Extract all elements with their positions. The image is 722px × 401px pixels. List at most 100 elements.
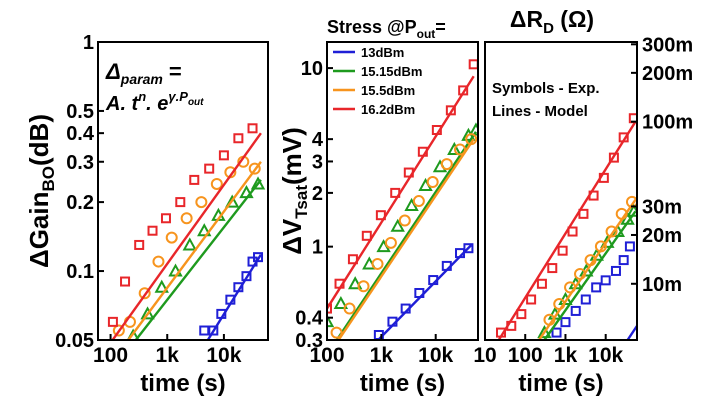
gain-point-15.15dBm: [197, 223, 212, 237]
gain-point-16.2dBm: [147, 225, 158, 236]
vsat-x-tick-label: 100: [309, 344, 344, 367]
gain-y-tick-label: 0.2: [66, 192, 94, 214]
rd-x-tick-label: 1k: [554, 344, 578, 367]
rd-point-15.5dBm: [574, 267, 587, 280]
gain-point-16.2dBm: [189, 174, 200, 185]
rd-point-13dBm: [618, 255, 629, 266]
gain-x-axis-label: time (s): [140, 370, 225, 397]
gain-point-15.15dBm: [239, 185, 254, 199]
svg-text:Symbols - Exp.: Symbols - Exp.: [492, 80, 600, 97]
rd-point-16.2dBm: [526, 294, 537, 305]
vsat-y-axis-label: ΔVTsat(mV): [277, 127, 311, 255]
vsat-point-13dBm: [428, 275, 439, 286]
rd-point-13dBm: [624, 241, 635, 252]
vsat-point-16.2dBm: [403, 167, 414, 178]
gain-y-tick-label: 0.4: [66, 123, 95, 145]
gain-point-15.15dBm: [224, 194, 240, 208]
rd-point-15.5dBm: [543, 313, 556, 326]
rd-point-16.2dBm: [588, 190, 599, 201]
gain-fit-line-13dBm: [206, 253, 262, 340]
vsat-y-tick-label: 3: [312, 151, 323, 173]
rd-point-16.2dBm: [578, 208, 589, 219]
gain-point-15.15dBm: [182, 237, 197, 251]
rd-point-15.5dBm: [594, 240, 607, 253]
rd-fit-line-15.5dBm: [538, 199, 637, 340]
gain-y-tick-label: 1: [83, 32, 94, 54]
svg-text:Δparam =: Δparam =: [105, 59, 182, 87]
gain-point-16.2dBm: [218, 150, 229, 161]
vsat-point-13dBm: [373, 329, 384, 340]
rd-point-16.2dBm: [536, 278, 547, 289]
rd-y-tick-label: 30m: [642, 196, 682, 218]
vsat-point-16.2dBm: [361, 230, 372, 241]
vsat-point-16.2dBm: [334, 278, 345, 289]
rd-point-15.15dBm: [537, 325, 552, 339]
rd-y-tick-label: 100m: [642, 112, 693, 134]
rd-title: ΔRD (Ω): [510, 6, 594, 37]
svg-text:A. tn. eγ.Pout: A. tn. eγ.Pout: [105, 89, 204, 115]
rd-plot-frame: [484, 41, 638, 341]
gain-point-15.5dBm: [152, 255, 165, 268]
vsat-y-tick-label: 0.3: [295, 330, 323, 352]
rd-point-15.5dBm: [564, 281, 577, 294]
gain-point-15.5dBm: [195, 196, 208, 209]
gain-point-13dBm: [225, 294, 236, 305]
legend-label-16.2dBm: 16.2dBm: [361, 102, 415, 117]
gain-data-marks: [107, 123, 266, 340]
gain-x-tick-label: 1k: [156, 344, 180, 367]
rd-point-16.2dBm: [557, 245, 568, 256]
gain-x-tick-label: 100: [93, 344, 128, 367]
rd-point-16.2dBm: [618, 132, 629, 143]
vsat-x-tick-label: 1k: [370, 344, 394, 367]
vsat-axis-ticks: 100 1k 10k 0.30.4 1 2 34 10: [295, 58, 453, 367]
vsat-point-15.5dBm: [343, 302, 356, 315]
gain-point-15.5dBm: [210, 177, 223, 190]
vsat-fit-line-15.5dBm: [337, 138, 475, 340]
vsat-data-marks: [327, 59, 478, 340]
vsat-point-15.15dBm: [347, 276, 363, 290]
rd-symbols-note: Symbols - Exp. Lines - Model: [492, 80, 600, 120]
rd-point-16.2dBm: [516, 309, 527, 320]
gain-point-16.2dBm: [134, 239, 145, 250]
gain-fit-line-15.15dBm: [134, 179, 262, 340]
vsat-point-15.5dBm: [426, 176, 439, 189]
vsat-y-tick-label: 2: [312, 183, 323, 205]
vsat-point-16.2dBm: [458, 85, 469, 96]
rd-point-13dBm: [610, 265, 621, 276]
gain-plot-frame: [97, 41, 269, 341]
gain-x-tick-label: 10k: [206, 344, 241, 367]
vsat-point-15.15dBm: [432, 159, 448, 173]
vsat-point-16.2dBm: [327, 303, 332, 314]
vsat-point-13dBm: [387, 316, 398, 327]
legend-label-15.15dBm: 15.15dBm: [361, 64, 422, 79]
vsat-point-16.2dBm: [445, 105, 456, 116]
rd-point-13dBm: [551, 327, 562, 338]
rd-point-15.15dBm: [589, 247, 604, 261]
vsat-y-tick-label: 4: [312, 129, 324, 151]
vsat-fit-line-13dBm: [376, 244, 473, 340]
gain-point-13dBm: [253, 252, 264, 263]
gain-point-16.2dBm: [160, 213, 171, 224]
vsat-point-13dBm: [463, 243, 474, 254]
legend-label-15.5dBm: 15.5dBm: [361, 83, 415, 98]
vsat-point-15.5dBm: [412, 195, 425, 208]
series-legend: 13dBm 15.15dBm 15.5dBm 16.2dBm: [333, 45, 422, 117]
gain-point-16.2dBm: [120, 276, 131, 287]
vsat-point-15.5dBm: [398, 214, 411, 227]
gain-point-15.15dBm: [154, 279, 169, 293]
rd-y-tick-label: 300m: [642, 34, 693, 56]
vsat-point-16.2dBm: [375, 210, 386, 221]
vsat-point-16.2dBm: [390, 187, 401, 198]
legend-label-13dBm: 13dBm: [361, 45, 404, 60]
gain-axis-ticks: 100 1k 10k 0.05 0.1 0.2 0.3 0.40.5 1: [55, 32, 242, 367]
rd-panel: 10 100 1k 10k 10m 20m 30m 100m 200m 300m time (s)…: [473, 6, 693, 397]
rd-point-16.2dBm: [598, 172, 609, 183]
vsat-point-15.15dBm: [468, 122, 478, 136]
gain-point-15.5dBm: [248, 162, 261, 175]
vsat-plot-frame: [326, 41, 479, 341]
vsat-point-16.2dBm: [468, 59, 478, 70]
rd-y-tick-label: 10m: [642, 274, 682, 296]
rd-point-13dBm: [580, 294, 591, 305]
rd-x-tick-label: 10: [473, 344, 496, 367]
vsat-point-15.5dBm: [384, 236, 397, 249]
